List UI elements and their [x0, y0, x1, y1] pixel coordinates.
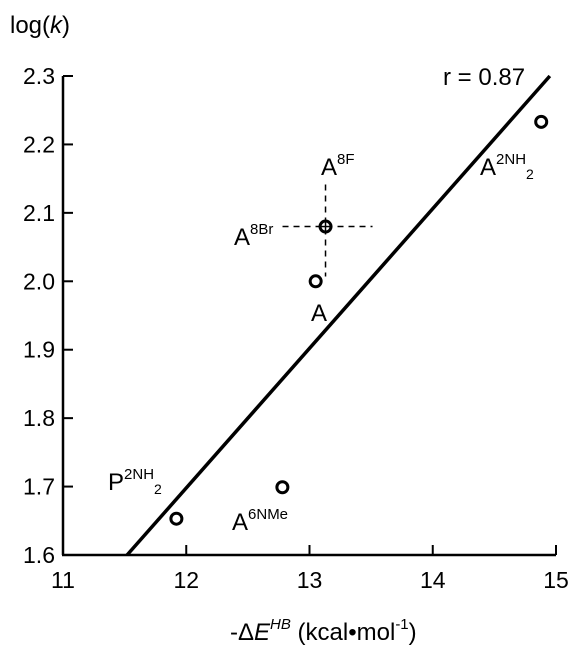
point-label-A6NMe: A6NMe — [232, 506, 288, 536]
data-point — [171, 513, 182, 524]
data-point — [536, 116, 547, 127]
x-tick-label: 14 — [420, 567, 446, 593]
y-axis-label: log(k) — [10, 12, 70, 39]
point-label-P2NH2: P2NH2 — [108, 466, 162, 497]
y-tick-label: 1.7 — [23, 474, 55, 500]
point-label-A8Br: A8Br — [234, 221, 273, 251]
point-label-A8F: A8F — [321, 151, 355, 181]
y-tick-label: 2.1 — [23, 200, 55, 226]
x-tick-label: 13 — [297, 567, 323, 593]
y-tick-label: 1.8 — [23, 405, 55, 431]
y-tick-label: 1.9 — [23, 337, 55, 363]
x-tick-label: 12 — [173, 567, 199, 593]
x-tick-label: 11 — [51, 567, 75, 593]
x-axis-label: -ΔEHB (kcal•mol-1) — [230, 616, 417, 646]
y-ticks: 1.6 1.7 1.8 1.9 2.0 2.1 2.2 2.3 — [23, 63, 73, 568]
regression-line — [127, 76, 550, 555]
point-label-A: A — [311, 300, 327, 327]
correlation-label: r = 0.87 — [443, 64, 525, 91]
y-tick-label: 2.2 — [23, 131, 55, 157]
y-tick-label: 2.3 — [23, 63, 55, 89]
y-tick-label: 2.0 — [23, 268, 55, 294]
y-tick-label: 1.6 — [23, 542, 55, 568]
x-tick-label: 15 — [543, 567, 569, 593]
data-point — [277, 482, 288, 493]
data-point — [310, 276, 321, 287]
point-label-A2NH2: A2NH2 — [480, 151, 534, 182]
